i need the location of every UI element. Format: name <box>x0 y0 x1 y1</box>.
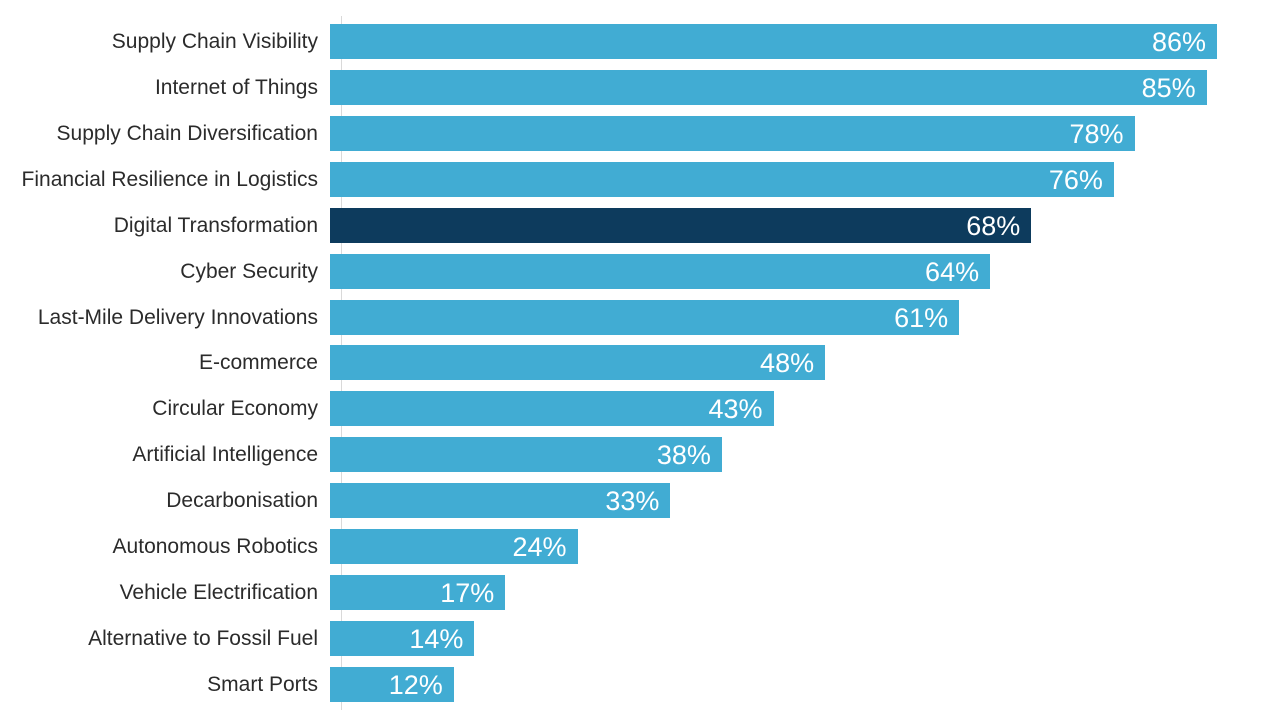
plot-area: 85% <box>330 69 1280 105</box>
bar: 24% <box>330 529 578 565</box>
bar-row: E-commerce 48% <box>0 345 1280 381</box>
bar: 61% <box>330 299 960 335</box>
value-label: 78% <box>1069 118 1124 149</box>
category-label: Last-Mile Delivery Innovations <box>37 305 318 329</box>
plot-area: 78% <box>330 115 1280 151</box>
bar: 85% <box>330 69 1207 105</box>
bar: 38% <box>330 437 722 473</box>
plot-area: 48% <box>330 345 1280 381</box>
value-label: 61% <box>894 302 949 333</box>
plot-area: 17% <box>330 575 1280 611</box>
bar-row: Alternative to Fossil Fuel 14% <box>0 620 1280 656</box>
category-label: Smart Ports <box>207 672 318 696</box>
category-label: Circular Economy <box>152 397 318 421</box>
bar-row: Smart Ports 12% <box>0 666 1280 702</box>
bar: 48% <box>330 345 826 381</box>
bar: 64% <box>330 253 991 289</box>
bar-rows-container: Supply Chain Visibility 86% Internet of Th… <box>0 24 1280 702</box>
bar-row: Artificial Intelligence 38% <box>0 437 1280 473</box>
category-label: Autonomous Robotics <box>112 535 318 559</box>
value-label: 76% <box>1048 164 1103 195</box>
value-label: 14% <box>409 623 464 654</box>
value-label: 43% <box>708 394 763 425</box>
plot-area: 64% <box>330 253 1280 289</box>
bar: 78% <box>330 115 1135 151</box>
category-label: Internet of Things <box>154 75 318 99</box>
category-label: Digital Transformation <box>113 213 318 237</box>
bar-row: Last-Mile Delivery Innovations 61% <box>0 299 1280 335</box>
category-label: Decarbonisation <box>166 489 318 513</box>
plot-area: 38% <box>330 437 1280 473</box>
bar: 17% <box>330 575 506 611</box>
value-label: 38% <box>656 440 711 471</box>
plot-area: 43% <box>330 391 1280 427</box>
category-label: Supply Chain Diversification <box>56 121 318 145</box>
bar-row: Vehicle Electrification 17% <box>0 575 1280 611</box>
value-label: 68% <box>966 210 1021 241</box>
value-label: 24% <box>512 532 567 563</box>
bar-row: Cyber Security 64% <box>0 253 1280 289</box>
category-label: Alternative to Fossil Fuel <box>88 626 318 650</box>
category-label: Financial Resilience in Logistics <box>21 167 318 191</box>
bar: 86% <box>330 24 1217 59</box>
category-label: Vehicle Electrification <box>119 581 318 605</box>
value-label: 86% <box>1151 27 1206 57</box>
bar-row: Decarbonisation 33% <box>0 483 1280 519</box>
plot-area: 76% <box>330 161 1280 197</box>
value-label: 17% <box>440 578 495 609</box>
bar-row: Financial Resilience in Logistics 76% <box>0 161 1280 197</box>
bar: 33% <box>330 483 671 519</box>
value-label: 85% <box>1141 72 1196 103</box>
bar-row: Digital Transformation 68% <box>0 207 1280 243</box>
category-label: Artificial Intelligence <box>132 443 318 467</box>
plot-area: 14% <box>330 620 1280 656</box>
value-label: 33% <box>605 486 660 517</box>
bar-highlighted: 68% <box>330 207 1032 243</box>
plot-area: 33% <box>330 483 1280 519</box>
plot-area: 12% <box>330 666 1280 702</box>
value-label: 12% <box>388 669 443 700</box>
bar-row: Supply Chain Diversification 78% <box>0 115 1280 151</box>
value-label: 64% <box>925 256 980 287</box>
bar-row: Supply Chain Visibility 86% <box>0 24 1280 59</box>
bar: 14% <box>330 620 475 656</box>
plot-area: 61% <box>330 299 1280 335</box>
bar-row: Internet of Things 85% <box>0 69 1280 105</box>
category-label: Cyber Security <box>180 259 318 283</box>
category-label: E-commerce <box>198 351 318 375</box>
bar: 76% <box>330 161 1114 197</box>
value-label: 48% <box>760 348 815 379</box>
bar: 43% <box>330 391 774 427</box>
category-label: Supply Chain Visibility <box>111 30 318 53</box>
bar: 12% <box>330 666 454 702</box>
plot-area: 68% <box>330 207 1280 243</box>
plot-area: 86% <box>330 24 1280 59</box>
bar-row: Autonomous Robotics 24% <box>0 529 1280 565</box>
plot-area: 24% <box>330 529 1280 565</box>
bar-row: Circular Economy 43% <box>0 391 1280 427</box>
